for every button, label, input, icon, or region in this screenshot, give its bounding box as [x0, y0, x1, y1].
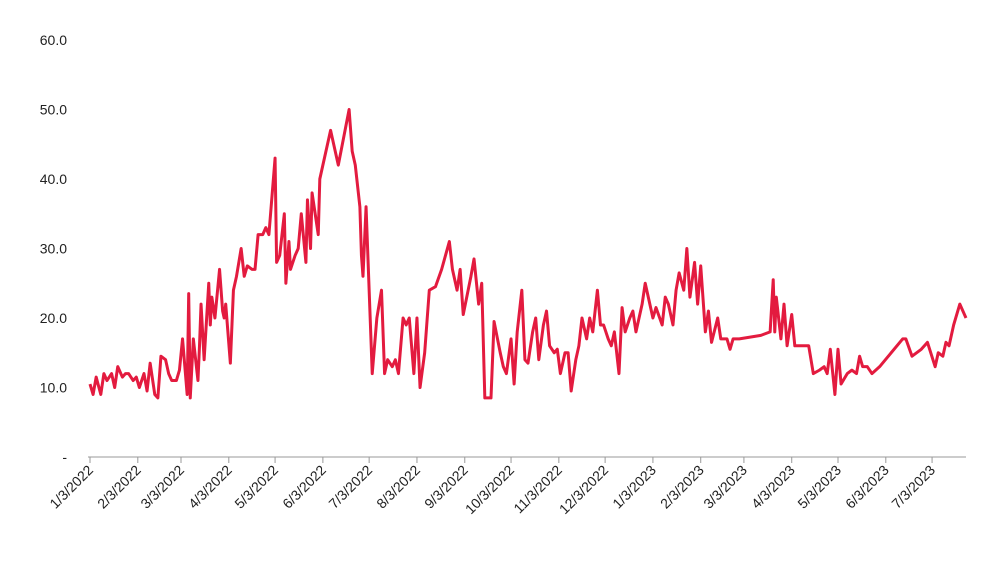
x-tick-label: 10/3/2022 [462, 462, 518, 518]
x-tick-label: 3/3/2022 [137, 462, 187, 512]
x-tick-label: 2/3/2023 [657, 462, 707, 512]
y-tick-label: 20.0 [40, 310, 67, 326]
x-tick-label: 6/3/2023 [842, 462, 892, 512]
y-tick-label: - [62, 449, 67, 465]
x-tick-label: 6/3/2022 [279, 462, 329, 512]
x-tick-label: 4/3/2022 [185, 462, 235, 512]
x-tick-label: 3/3/2023 [700, 462, 750, 512]
x-tick-label: 2/3/2022 [94, 462, 144, 512]
y-tick-label: 40.0 [40, 171, 67, 187]
x-tick-label: 7/3/2022 [325, 462, 375, 512]
y-tick-label: 30.0 [40, 241, 67, 257]
x-tick-label: 1/3/2023 [609, 462, 659, 512]
y-tick-label: 60.0 [40, 32, 67, 48]
line-series [88, 108, 968, 400]
x-tick-label: 5/3/2023 [794, 462, 844, 512]
x-tick-label: 1/3/2022 [46, 462, 96, 512]
y-tick-label: 10.0 [40, 380, 67, 396]
x-tick-label: 8/3/2022 [373, 462, 423, 512]
x-tick-label: 12/3/2022 [556, 462, 612, 518]
x-tick-label: 4/3/2023 [748, 462, 798, 512]
y-tick-label: 50.0 [40, 102, 67, 118]
x-tick-label: 7/3/2023 [888, 462, 938, 512]
x-tick-label: 5/3/2022 [231, 462, 281, 512]
